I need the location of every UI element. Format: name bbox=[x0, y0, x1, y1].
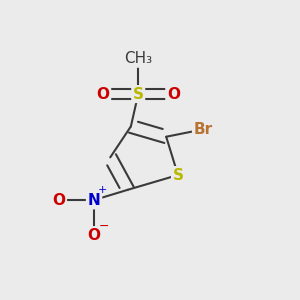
Text: O: O bbox=[96, 87, 110, 102]
Text: +: + bbox=[98, 185, 108, 195]
Text: S: S bbox=[172, 167, 184, 182]
Text: −: − bbox=[98, 220, 109, 233]
Text: O: O bbox=[52, 193, 65, 208]
Text: S: S bbox=[133, 87, 144, 102]
Text: O: O bbox=[88, 228, 100, 243]
Text: N: N bbox=[88, 193, 100, 208]
Text: O: O bbox=[167, 87, 180, 102]
Text: Br: Br bbox=[194, 122, 213, 137]
Text: CH₃: CH₃ bbox=[124, 51, 152, 66]
